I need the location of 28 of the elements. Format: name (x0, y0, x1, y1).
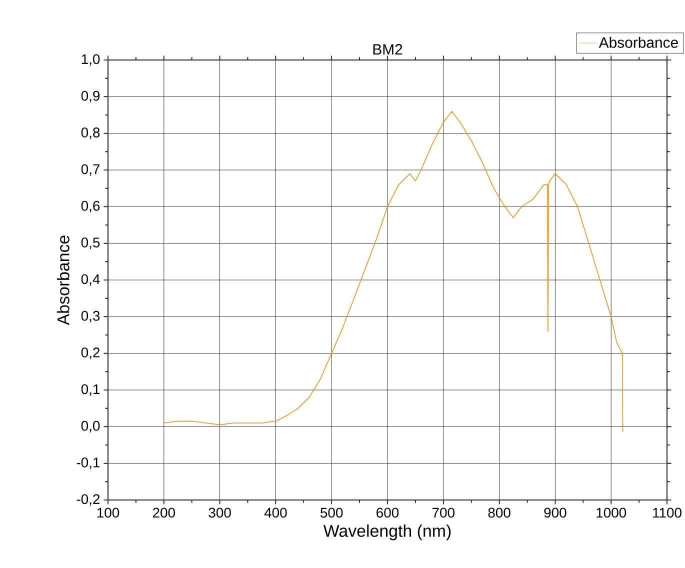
y-tick-label: 0,3 (81, 310, 100, 322)
x-tick-label: 800 (488, 508, 510, 518)
y-tick-label: 0,4 (81, 274, 100, 286)
x-tick-label: 300 (208, 508, 231, 518)
y-tick-label: 1,0 (82, 54, 100, 66)
x-tick-label: 200 (152, 508, 175, 518)
y-tick-label: 0,0 (81, 420, 100, 432)
y-tick-label: 0,2 (81, 348, 100, 360)
x-tick-label: 100 (97, 508, 120, 518)
y-tick-label: 0,8 (81, 128, 100, 140)
x-tick-label: 600 (376, 508, 399, 518)
x-tick-label: 400 (264, 508, 287, 518)
x-tick-label: 500 (320, 508, 343, 518)
y-tick-label: -0,2 (76, 494, 100, 506)
legend-label: Absorbance (598, 36, 678, 48)
x-tick-label: 1000 (596, 508, 626, 518)
x-tick-label: 700 (432, 508, 454, 518)
x-tick-label: 1100 (653, 508, 682, 518)
y-axis-title: Absorbance (56, 236, 70, 326)
y-tick-label: 0,5 (81, 238, 100, 250)
y-tick-label: -0,1 (76, 458, 100, 470)
y-tick-label: 0,9 (81, 90, 100, 102)
chart-title: BM2 (373, 44, 402, 54)
y-tick-label: 0,6 (81, 200, 100, 212)
x-tick-label: 900 (544, 508, 566, 518)
x-axis-title: Wavelength (nm) (323, 524, 451, 540)
y-tick-label: 0,1 (81, 384, 100, 396)
y-tick-label: 0,7 (81, 164, 100, 176)
